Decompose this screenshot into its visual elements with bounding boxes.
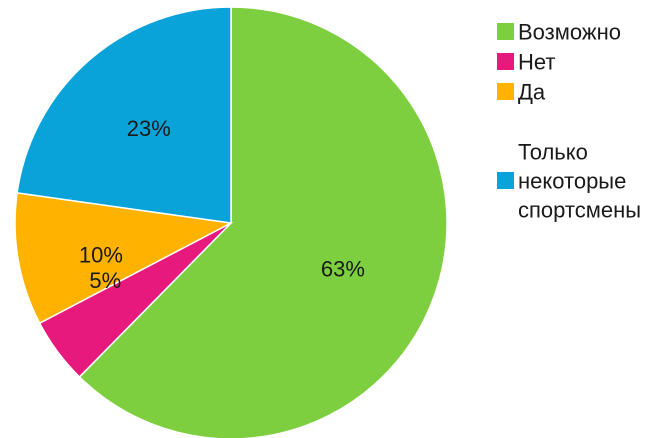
legend-label-1-line-1: Возможно	[518, 20, 621, 45]
legend-label-4-line-3: спортсмены	[518, 198, 641, 223]
legend-label-4-line-1: Только	[518, 140, 588, 165]
legend-label-3-line-1: Да	[518, 80, 546, 105]
data-label-3: 10%	[79, 242, 123, 267]
legend-swatch-2	[497, 53, 514, 70]
pie-slices	[14, 6, 448, 438]
data-label-2: 5%	[89, 268, 121, 293]
legend-swatch-4	[497, 172, 514, 189]
legend: Возможно Нет Да Только некоторые спортсмены	[497, 20, 641, 223]
legend-label-4-line-2: некоторые	[518, 169, 626, 194]
pie-slice-3	[14, 192, 234, 325]
pie-data-labels: 63% 5%10% 23%	[79, 116, 365, 293]
data-label-1: 63%	[321, 256, 365, 281]
pie-slice-4	[16, 6, 232, 224]
pie-slice-1	[78, 6, 448, 438]
legend-swatch-3	[497, 83, 514, 100]
data-label-4: 23%	[127, 116, 171, 141]
legend-swatch-1	[497, 23, 514, 40]
legend-label-2-line-1: Нет	[518, 50, 555, 75]
